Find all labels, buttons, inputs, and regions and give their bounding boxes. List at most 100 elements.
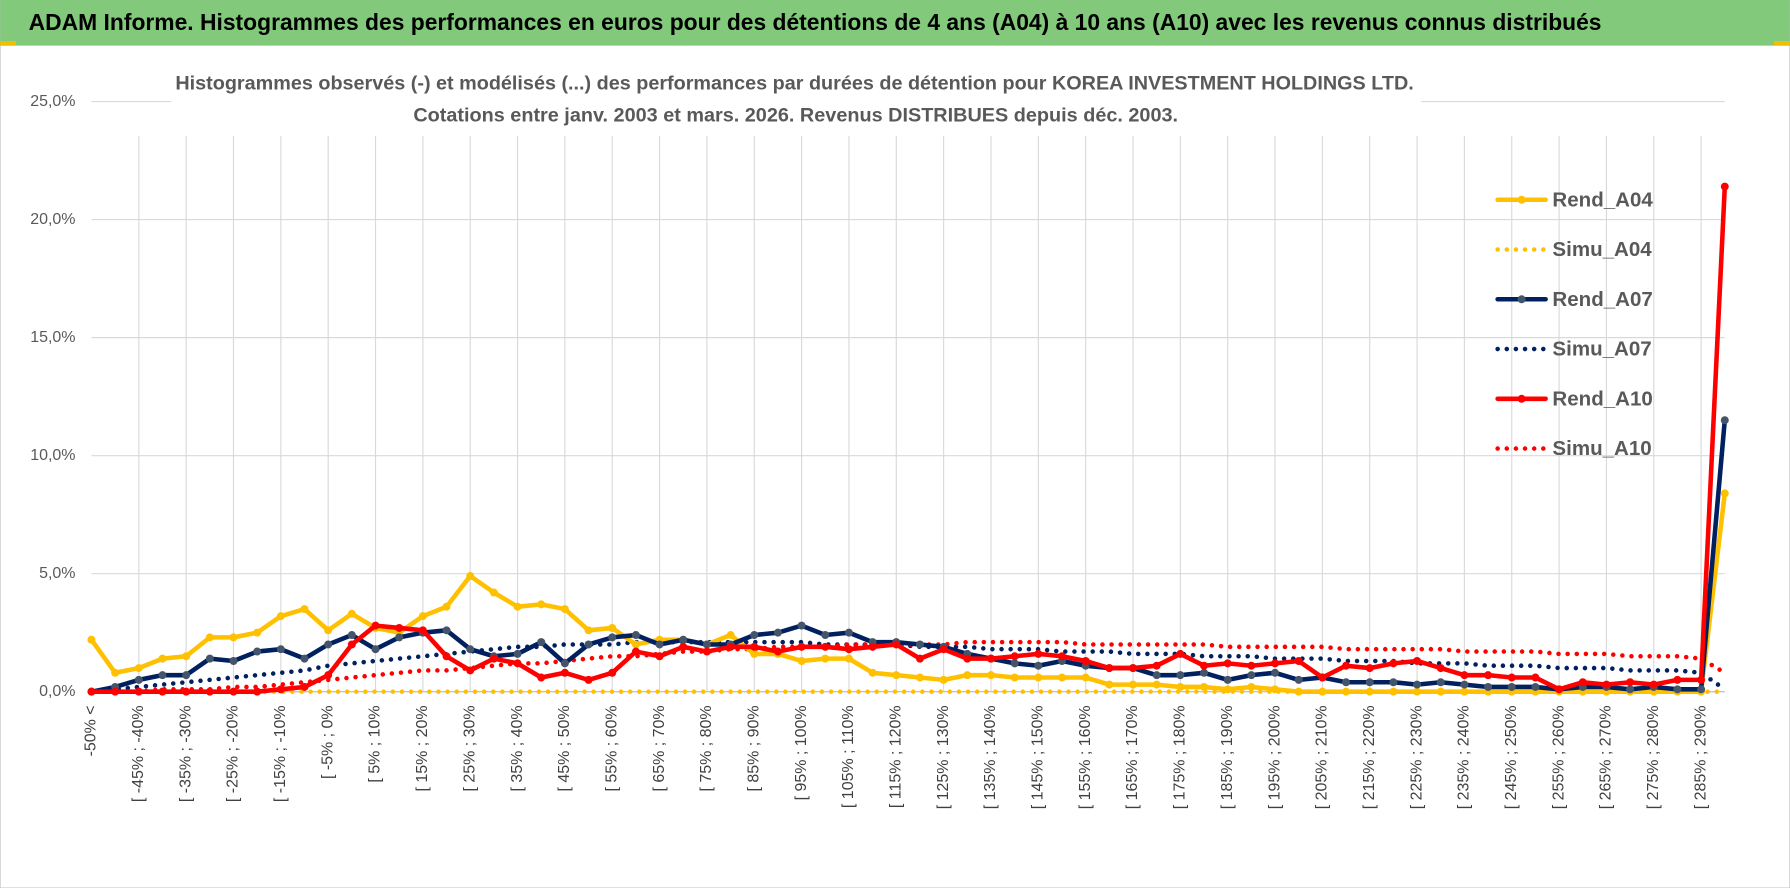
point — [276, 685, 285, 694]
point — [892, 640, 901, 649]
point — [324, 626, 333, 635]
point — [1626, 678, 1635, 687]
point — [1294, 675, 1303, 684]
legend-label: Simu_A04 — [1552, 238, 1652, 261]
point — [1365, 678, 1374, 687]
point — [300, 605, 309, 614]
point — [300, 654, 309, 663]
point — [1389, 687, 1398, 696]
point — [1152, 680, 1161, 689]
point — [1010, 673, 1019, 682]
x-tick-label: [ 75% ; 80% — [698, 705, 715, 791]
point — [584, 640, 593, 649]
y-tick-label: 20,0% — [30, 211, 75, 228]
point — [1460, 671, 1469, 680]
legend-label: Rend_A10 — [1552, 387, 1652, 410]
point — [726, 642, 735, 651]
point — [1247, 661, 1256, 670]
point — [1176, 682, 1185, 691]
point — [276, 612, 285, 621]
point — [371, 645, 380, 654]
x-tick-label: [ 105% ; 110% — [840, 705, 857, 808]
point — [158, 687, 167, 696]
point — [821, 631, 830, 640]
point — [1200, 661, 1209, 670]
point — [442, 626, 451, 635]
point — [489, 588, 498, 597]
point — [253, 687, 262, 696]
point — [915, 673, 924, 682]
point — [1129, 664, 1137, 673]
point — [1152, 661, 1161, 670]
x-tick-label: [ 175% ; 180% — [1172, 705, 1189, 809]
point — [1507, 673, 1516, 682]
point — [537, 638, 546, 647]
point — [134, 675, 143, 684]
chart-title: Histogrammes observés (-) et modélisés (… — [175, 73, 1413, 95]
x-tick-label: [ 45% ; 50% — [556, 705, 573, 791]
legend-marker — [1517, 295, 1526, 304]
point — [631, 640, 640, 649]
point — [1034, 661, 1043, 670]
point — [347, 640, 356, 649]
point — [87, 635, 96, 644]
corner — [1773, 41, 1790, 46]
x-tick-label: [ 165% ; 170% — [1124, 705, 1141, 809]
point — [844, 654, 853, 663]
point — [1389, 678, 1398, 687]
x-tick-label: [ 195% ; 200% — [1266, 705, 1283, 809]
point — [1342, 661, 1351, 670]
point — [1697, 685, 1706, 694]
point — [821, 654, 830, 663]
x-tick-label: [ 35% ; 40% — [509, 705, 526, 791]
legend-label: Rend_A04 — [1552, 188, 1653, 211]
point — [1105, 664, 1114, 673]
point — [1081, 657, 1090, 665]
x-tick-label: [ 25% ; 30% — [461, 705, 478, 791]
point — [679, 642, 688, 651]
point — [513, 649, 522, 658]
point — [134, 687, 143, 696]
point — [915, 654, 924, 663]
corner — [0, 41, 17, 46]
point — [584, 626, 593, 635]
point — [205, 633, 214, 642]
point — [1531, 673, 1540, 682]
x-tick-label: [ 155% ; 160% — [1077, 705, 1094, 809]
point — [655, 652, 664, 661]
point — [560, 605, 569, 614]
point — [489, 654, 498, 663]
point — [986, 671, 995, 680]
point — [868, 668, 877, 677]
point — [1484, 671, 1493, 680]
point — [679, 635, 688, 644]
point — [347, 609, 356, 618]
point — [1436, 687, 1445, 696]
point — [1365, 664, 1374, 673]
point — [466, 645, 475, 654]
x-tick-label: [ -15% ; -10% — [272, 705, 289, 802]
point — [1531, 682, 1540, 691]
grid — [91, 101, 1725, 693]
point — [750, 642, 759, 651]
y-tick-label: 10,0% — [30, 447, 75, 464]
y-tick-label: 15,0% — [30, 329, 75, 346]
point — [1602, 680, 1611, 689]
point — [111, 668, 120, 677]
point — [797, 642, 806, 651]
point — [1010, 652, 1019, 661]
point — [395, 633, 404, 642]
point — [892, 671, 901, 680]
point — [395, 623, 404, 632]
x-tick-label: [ -35% ; -30% — [177, 705, 194, 802]
legend-marker — [1517, 394, 1526, 403]
x-tick-label: [ -45% ; -40% — [130, 705, 147, 802]
point — [466, 572, 475, 581]
point — [1413, 687, 1422, 696]
x-tick-label: [ 205% ; 210% — [1314, 705, 1331, 809]
header-bar — [0, 0, 1790, 46]
point — [608, 668, 617, 677]
x-tick-label: -50% < — [83, 705, 100, 756]
point — [750, 649, 759, 658]
